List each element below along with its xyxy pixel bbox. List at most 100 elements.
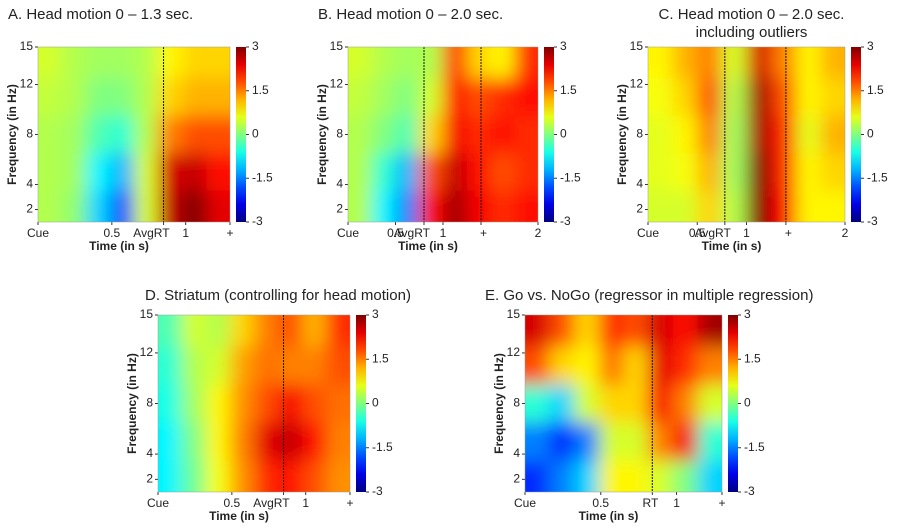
colorbar <box>728 315 738 492</box>
x-tick-label: 0.5 <box>592 496 609 510</box>
heatmap-cell <box>134 115 159 154</box>
heatmap-cell <box>795 47 821 79</box>
colorbar-tick-label: -3 <box>560 214 571 228</box>
colorbar <box>544 47 554 222</box>
y-tick-label: 4 <box>336 177 343 191</box>
y-tick-label: 15 <box>140 307 154 321</box>
heatmap-cell <box>61 78 87 117</box>
x-tick-label: 0.5 <box>224 496 241 510</box>
heatmap-cells <box>348 47 538 222</box>
heatmap-cell <box>820 47 845 79</box>
y-tick-label: 2 <box>636 202 643 216</box>
y-tick-label: 8 <box>336 127 343 141</box>
heatmap-cell <box>158 315 183 348</box>
heatmap-cell <box>443 47 468 79</box>
colorbar-tick-label: 0 <box>867 127 874 141</box>
heatmap-cell <box>574 460 600 492</box>
heatmap-cell <box>490 115 515 154</box>
heatmap-cell <box>86 47 111 79</box>
y-axis-label: Frequency (in Hz) <box>125 353 139 454</box>
panel: C. Head motion 0 – 2.0 sec.including out… <box>615 6 888 253</box>
heatmap-cell <box>86 153 111 192</box>
heatmap-cell <box>648 115 674 154</box>
y-tick-label: 12 <box>140 345 154 359</box>
heatmap-cell <box>466 78 491 117</box>
heatmap-cell <box>110 115 135 154</box>
heatmap-cell <box>326 346 350 386</box>
heatmap-cell <box>746 153 772 192</box>
heatmap-cell <box>697 190 723 222</box>
x-tick-label: 2 <box>842 226 849 240</box>
heatmap-cell <box>672 115 698 154</box>
x-tick-label: AvgRT <box>133 226 170 240</box>
colorbar-tick-label: 1.5 <box>372 351 389 365</box>
x-tick-label: 0.5 <box>689 226 706 240</box>
colorbar-tick-label: -3 <box>372 484 383 498</box>
heatmap-cell <box>110 78 135 117</box>
x-tick-label: AvgRT <box>695 226 732 240</box>
y-tick-label: 15 <box>330 39 344 53</box>
heatmap-cell <box>182 115 207 154</box>
x-tick-label: 1 <box>440 226 447 240</box>
panel-subtitle: including outliers <box>696 24 808 41</box>
heatmap-cell <box>623 315 649 348</box>
y-axis-label: Frequency (in Hz) <box>615 84 629 185</box>
heatmap-cell <box>86 115 111 154</box>
heatmap-cell <box>230 315 255 348</box>
heatmap-cell <box>326 460 350 492</box>
colorbar-tick-label: 3 <box>867 39 874 53</box>
plot-frame <box>37 46 231 223</box>
heatmap-cell <box>61 47 87 79</box>
heatmap-cell <box>326 422 350 461</box>
heatmap-cell <box>157 115 183 154</box>
y-tick-label: 12 <box>507 345 521 359</box>
heatmap-cell <box>820 153 845 192</box>
heatmap-cell <box>348 115 373 154</box>
heatmap-cell <box>549 384 575 423</box>
heatmap-cell <box>277 315 303 348</box>
heatmap-cell <box>206 346 231 386</box>
heatmap-cell <box>525 460 550 492</box>
heatmap-cell <box>525 384 550 423</box>
colorbar-tick-label: 0 <box>252 127 259 141</box>
heatmap-cell <box>206 460 231 492</box>
heatmap-cell <box>157 190 183 222</box>
heatmap-cell <box>371 47 396 79</box>
heatmap <box>648 47 845 222</box>
y-tick-label: 4 <box>26 177 33 191</box>
heatmap <box>158 315 350 492</box>
heatmap-cell <box>599 346 624 386</box>
heatmap-cell <box>61 190 87 222</box>
colorbar-tick-label: -1.5 <box>252 170 273 184</box>
heatmap-cell <box>134 78 159 117</box>
colorbar-tick-label: -1.5 <box>372 440 393 454</box>
heatmap-cell <box>514 78 538 117</box>
colorbar-tick-label: 3 <box>252 39 259 53</box>
heatmap-cell <box>158 460 183 492</box>
heatmap-cell <box>820 190 845 222</box>
heatmap-cell <box>157 47 183 79</box>
heatmap-cell <box>525 346 550 386</box>
heatmap-cell <box>648 190 674 222</box>
y-tick-label: 12 <box>20 77 34 91</box>
y-tick-label: 8 <box>636 127 643 141</box>
x-tick-label: RT <box>643 496 659 510</box>
y-tick-label: 15 <box>507 307 521 321</box>
heatmap-cell <box>61 153 87 192</box>
heatmap-cell <box>110 153 135 192</box>
heatmap-cell <box>134 47 159 79</box>
heatmap-cell <box>721 115 747 154</box>
heatmap-cell <box>158 422 183 461</box>
heatmap-cell <box>672 315 699 348</box>
y-tick-label: 4 <box>513 446 520 460</box>
heatmap-cell <box>697 78 723 117</box>
x-tick-label: Cue <box>637 226 659 240</box>
colorbar-tick-label: -3 <box>252 214 263 228</box>
x-tick-label: + <box>346 496 353 510</box>
y-tick-label: 15 <box>630 39 644 53</box>
y-tick-label: 2 <box>513 472 520 486</box>
y-tick-label: 15 <box>20 39 34 53</box>
plot-frame <box>524 314 723 493</box>
x-tick-label: 1 <box>743 226 750 240</box>
